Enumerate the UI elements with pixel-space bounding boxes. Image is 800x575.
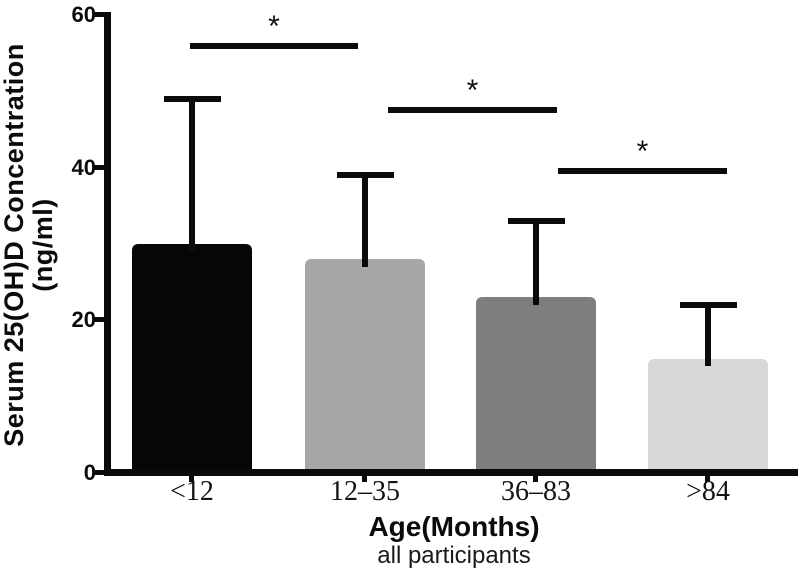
- x-axis-title: Age(Months): [368, 511, 540, 542]
- error-bar-cap: [336, 172, 394, 179]
- significance-asterisk: *: [636, 135, 649, 169]
- y-axis-title-line2: (ng/ml): [28, 198, 58, 292]
- y-tick-label: 60: [71, 2, 96, 27]
- x-tick: [705, 476, 710, 482]
- error-bar-stem: [705, 302, 711, 367]
- error-bar-stem: [362, 172, 368, 268]
- y-tick: [95, 164, 104, 170]
- y-tick: [95, 12, 104, 17]
- x-tick: [189, 476, 194, 482]
- x-tick-label: <12: [170, 476, 214, 507]
- y-tick-label: 40: [71, 154, 96, 180]
- y-tick-label: 20: [71, 307, 96, 333]
- error-bar-cap: [507, 218, 565, 225]
- x-tick-label: >84: [686, 476, 730, 507]
- x-tick-label: 12–35: [330, 476, 400, 507]
- significance-line: [190, 42, 358, 49]
- error-bar-cap: [679, 302, 737, 309]
- x-tick-label: 36–83: [501, 476, 571, 507]
- y-tick: [95, 470, 104, 475]
- significance-asterisk: *: [466, 74, 479, 108]
- error-bar-stem: [533, 218, 539, 306]
- x-tick: [362, 476, 367, 482]
- y-tick-label: 0: [83, 460, 96, 485]
- significance-line: [558, 168, 727, 175]
- significance-line: [388, 107, 557, 114]
- bar: [132, 244, 252, 474]
- y-axis-line: [104, 12, 111, 476]
- significance-asterisk: *: [268, 9, 280, 43]
- bar: [305, 259, 425, 474]
- x-tick: [533, 476, 538, 482]
- y-axis-title: Serum 25(OH)D Concentration (ng/ml): [0, 15, 58, 475]
- y-tick: [95, 317, 104, 323]
- y-axis-title-line1: Serum 25(OH)D Concentration: [0, 43, 29, 447]
- error-bar-stem: [189, 95, 195, 252]
- x-axis-line: [104, 469, 798, 476]
- error-bar-cap: [163, 95, 221, 102]
- bar: [476, 297, 596, 474]
- x-axis-subtitle: all participants: [377, 542, 531, 569]
- bar: [648, 358, 768, 474]
